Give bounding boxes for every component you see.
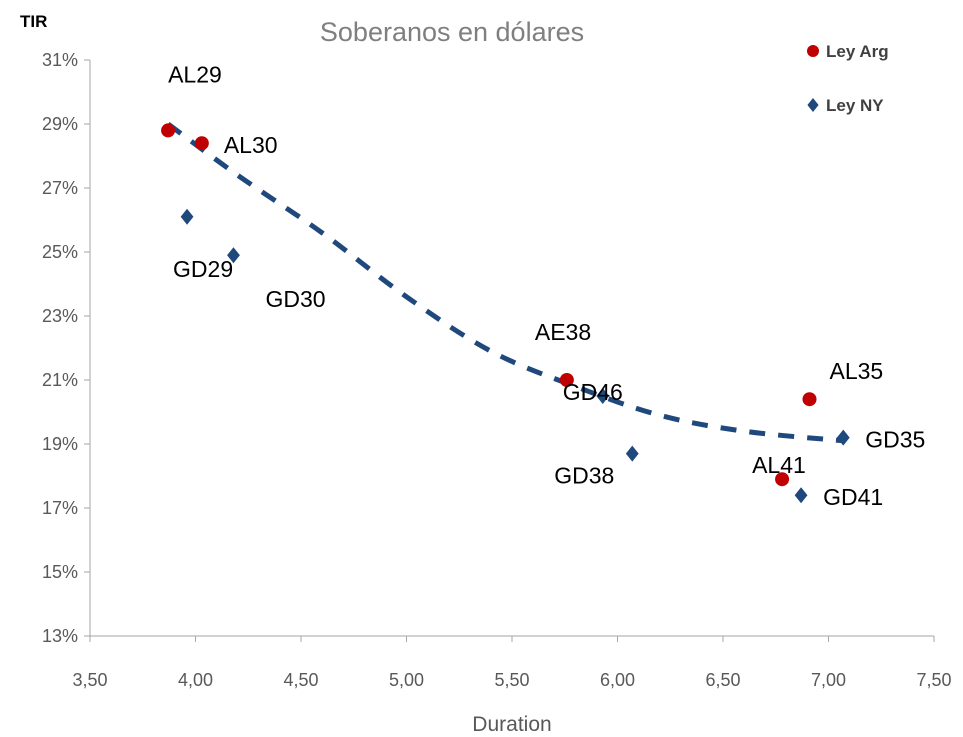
y-tick-label: 25% bbox=[42, 242, 78, 262]
y-tick-label: 15% bbox=[42, 562, 78, 582]
label-gd29: GD29 bbox=[173, 256, 233, 282]
point-gd35 bbox=[836, 429, 850, 446]
label-gd30: GD30 bbox=[265, 286, 325, 312]
point-gd29 bbox=[180, 208, 194, 225]
label-gd35: GD35 bbox=[865, 427, 925, 453]
label-al29: AL29 bbox=[168, 61, 222, 87]
point-al30 bbox=[194, 136, 209, 151]
y-tick-label: 19% bbox=[42, 434, 78, 454]
x-tick-label: 5,00 bbox=[389, 670, 424, 690]
x-tick-label: 7,50 bbox=[916, 670, 951, 690]
label-gd41: GD41 bbox=[823, 484, 883, 510]
point-gd30 bbox=[227, 247, 240, 264]
point-al35 bbox=[802, 392, 817, 407]
x-tick-label: 3,50 bbox=[72, 670, 107, 690]
label-gd38: GD38 bbox=[554, 463, 614, 489]
label-al30: AL30 bbox=[224, 132, 278, 158]
legend: Ley Arg Ley NY bbox=[807, 42, 889, 115]
label-ae38: AE38 bbox=[535, 319, 591, 345]
x-tick-label: 7,00 bbox=[811, 670, 846, 690]
label-gd46: GD46 bbox=[563, 379, 623, 405]
x-tick-label: 6,50 bbox=[705, 670, 740, 690]
legend-marker-diamond bbox=[807, 98, 819, 112]
data-points bbox=[161, 123, 850, 504]
x-tick-label: 6,00 bbox=[600, 670, 635, 690]
x-axis-label: Duration bbox=[472, 713, 551, 736]
trendline bbox=[166, 121, 844, 444]
axes: 13% 15% 17% 19% 21% 23% 25% 27% 29% 31% 3,50 4,00 4,… bbox=[42, 50, 952, 690]
label-al35: AL35 bbox=[830, 358, 884, 384]
point-ae38 bbox=[559, 373, 574, 387]
y-tick-label: 31% bbox=[42, 50, 78, 70]
point-al41 bbox=[775, 472, 790, 487]
legend-entry: Ley Arg bbox=[826, 42, 889, 61]
point-gd38 bbox=[625, 445, 639, 462]
point-gd46 bbox=[596, 388, 610, 404]
y-tick-label: 13% bbox=[42, 626, 78, 646]
y-axis-label: TIR bbox=[20, 12, 47, 31]
label-al41: AL41 bbox=[752, 452, 806, 478]
x-tick-label: 4,00 bbox=[178, 670, 213, 690]
y-tick-label: 21% bbox=[42, 370, 78, 390]
x-tick-label: 4,50 bbox=[283, 670, 318, 690]
y-tick-label: 27% bbox=[42, 178, 78, 198]
y-tick-label: 23% bbox=[42, 306, 78, 326]
y-tick-label: 29% bbox=[42, 114, 78, 134]
point-gd41 bbox=[794, 487, 808, 504]
legend-entry: Ley NY bbox=[826, 96, 884, 115]
chart-title: Soberanos en dólares bbox=[320, 17, 584, 47]
y-tick-label: 17% bbox=[42, 498, 78, 518]
x-tick-label: 5,50 bbox=[494, 670, 529, 690]
legend-marker-circle bbox=[807, 45, 819, 57]
point-al29 bbox=[161, 123, 176, 138]
trendline-path bbox=[166, 121, 844, 444]
point-labels: AL29 AL30 AE38 AL41 AL35 GD29 GD30 GD46 GD38 GD41… bbox=[168, 61, 925, 510]
